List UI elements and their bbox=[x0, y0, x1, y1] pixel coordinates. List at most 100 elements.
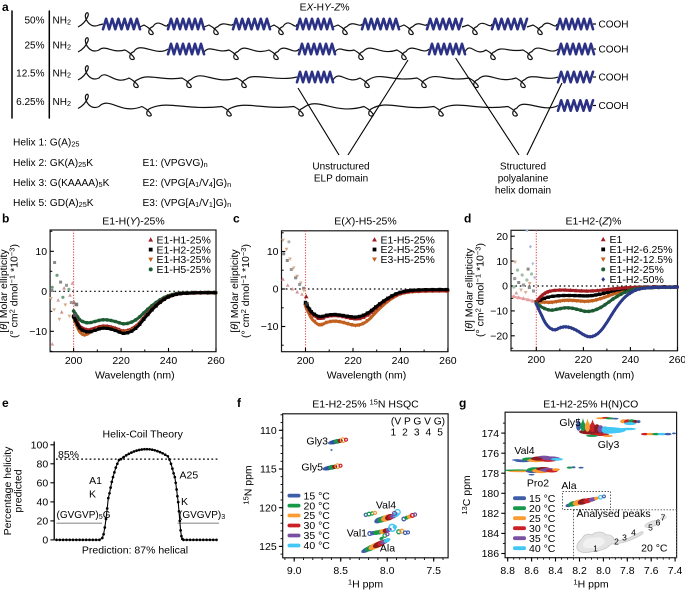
svg-text:25 °C: 25 °C bbox=[529, 513, 556, 525]
svg-text:e: e bbox=[2, 396, 9, 410]
svg-text:2: 2 bbox=[614, 537, 619, 547]
svg-text:260: 260 bbox=[439, 355, 457, 367]
svg-text:COOH: COOH bbox=[599, 101, 629, 112]
svg-text:10: 10 bbox=[35, 246, 47, 258]
svg-text:−10: −10 bbox=[29, 326, 47, 338]
svg-text:E1-H5-25%: E1-H5-25% bbox=[157, 264, 211, 276]
svg-text:E1-H2-6.25%: E1-H2-6.25% bbox=[610, 244, 673, 256]
svg-text:E1-H2-25% 15N HSQC: E1-H2-25% 15N HSQC bbox=[312, 397, 419, 410]
svg-text:b: b bbox=[2, 212, 9, 226]
svg-text:50%: 50% bbox=[24, 16, 44, 27]
svg-text:helix domain: helix domain bbox=[495, 186, 551, 197]
svg-text:E2-H5-25%: E2-H5-25% bbox=[381, 244, 435, 256]
svg-text:8.4: 8.4 bbox=[548, 565, 563, 577]
svg-text:260: 260 bbox=[207, 355, 225, 367]
svg-text:200: 200 bbox=[528, 354, 546, 366]
svg-text:E3: (VPG[A1/V1]G)n: E3: (VPG[A1/V1]G)n bbox=[143, 198, 232, 209]
svg-text:(° cm2 dmol−1 *10−3): (° cm2 dmol−1 *10−3) bbox=[7, 244, 20, 338]
svg-text:Unstructured: Unstructured bbox=[312, 162, 369, 173]
svg-text:182: 182 bbox=[482, 508, 500, 520]
svg-text:8.5: 8.5 bbox=[333, 565, 348, 577]
svg-text:25 °C: 25 °C bbox=[304, 510, 331, 522]
svg-text:g: g bbox=[459, 396, 466, 410]
svg-text:30 °C: 30 °C bbox=[529, 523, 556, 535]
svg-text:20: 20 bbox=[37, 516, 49, 528]
svg-text:7: 7 bbox=[661, 513, 666, 523]
svg-text:200: 200 bbox=[297, 355, 315, 367]
svg-text:Helix 5: GD(A)25K: Helix 5: GD(A)25K bbox=[13, 198, 94, 209]
svg-text:E1-H2-25%: E1-H2-25% bbox=[157, 244, 211, 256]
svg-text:−20: −20 bbox=[490, 331, 508, 343]
svg-text:9.0: 9.0 bbox=[287, 565, 302, 577]
svg-text:1H ppm: 1H ppm bbox=[573, 577, 608, 590]
svg-text:30 °C: 30 °C bbox=[304, 520, 331, 532]
svg-text:E1-H5-25%: E1-H5-25% bbox=[381, 234, 435, 246]
svg-text:8.2: 8.2 bbox=[572, 565, 587, 577]
svg-text:100: 100 bbox=[31, 440, 49, 452]
svg-text:K: K bbox=[181, 496, 188, 508]
svg-text:a: a bbox=[2, 0, 9, 14]
svg-text:Wavelength (nm): Wavelength (nm) bbox=[327, 370, 407, 382]
svg-text:Gly5: Gly5 bbox=[301, 462, 323, 474]
svg-text:184: 184 bbox=[482, 528, 500, 540]
svg-text:3: 3 bbox=[622, 533, 627, 543]
svg-text:40: 40 bbox=[37, 497, 49, 509]
svg-text:220: 220 bbox=[112, 355, 130, 367]
svg-text:Analysed peaks: Analysed peaks bbox=[577, 508, 651, 520]
svg-text:(GVGVP)5G: (GVGVP)5G bbox=[57, 510, 111, 521]
svg-text:1H ppm: 1H ppm bbox=[348, 577, 383, 590]
svg-text:1: 1 bbox=[593, 544, 598, 554]
svg-text:Structured: Structured bbox=[500, 162, 546, 173]
svg-text:E1-H2-12.5%: E1-H2-12.5% bbox=[610, 254, 673, 266]
svg-text:220: 220 bbox=[575, 354, 593, 366]
svg-text:7.4: 7.4 bbox=[668, 565, 683, 577]
svg-text:−10: −10 bbox=[490, 306, 508, 318]
svg-text:E1-H2-25%: E1-H2-25% bbox=[610, 264, 664, 276]
svg-text:15 °C: 15 °C bbox=[529, 493, 556, 505]
svg-text:NH2: NH2 bbox=[53, 97, 71, 108]
svg-text:E1: (VPGVG)n: E1: (VPGVG)n bbox=[143, 158, 208, 169]
svg-text:8.0: 8.0 bbox=[380, 565, 395, 577]
svg-text:A25: A25 bbox=[180, 470, 199, 482]
svg-text:d: d bbox=[464, 212, 471, 226]
svg-text:85%: 85% bbox=[58, 449, 79, 461]
svg-text:110: 110 bbox=[260, 425, 277, 437]
svg-text:40 °C: 40 °C bbox=[529, 543, 556, 555]
svg-text:A1: A1 bbox=[89, 475, 102, 487]
svg-text:Wavelength (nm): Wavelength (nm) bbox=[555, 370, 635, 382]
svg-text:E1-H3-25%: E1-H3-25% bbox=[157, 254, 211, 266]
svg-text:200: 200 bbox=[65, 355, 83, 367]
svg-text:13C ppm: 13C ppm bbox=[460, 475, 473, 515]
svg-text:7.5: 7.5 bbox=[426, 565, 441, 577]
svg-text:1 2 3 4 5: 1 2 3 4 5 bbox=[390, 427, 444, 438]
svg-text:ELP domain: ELP domain bbox=[314, 174, 368, 185]
svg-text:(V P G V G): (V P G V G) bbox=[391, 416, 445, 427]
svg-text:[θ] Molar ellipticity: [θ] Molar ellipticity bbox=[464, 248, 476, 332]
svg-text:EX-HY-Z%: EX-HY-Z% bbox=[300, 3, 350, 14]
svg-text:186: 186 bbox=[482, 548, 500, 560]
svg-text:8.8: 8.8 bbox=[500, 565, 515, 577]
svg-text:K: K bbox=[89, 489, 96, 501]
svg-text:8.0: 8.0 bbox=[596, 565, 611, 577]
svg-text:Val4: Val4 bbox=[514, 445, 534, 457]
svg-text:Helix-Coil Theory: Helix-Coil Theory bbox=[103, 429, 184, 441]
svg-text:0: 0 bbox=[273, 284, 279, 296]
svg-text:40 °C: 40 °C bbox=[304, 540, 331, 552]
svg-text:Wavelength (nm): Wavelength (nm) bbox=[95, 370, 175, 382]
svg-text:125: 125 bbox=[259, 541, 277, 553]
svg-text:6.25%: 6.25% bbox=[16, 97, 44, 108]
svg-text:15 °C: 15 °C bbox=[304, 490, 331, 502]
svg-text:E1-H2-50%: E1-H2-50% bbox=[610, 274, 664, 286]
svg-text:10: 10 bbox=[267, 246, 279, 258]
svg-text:0: 0 bbox=[42, 535, 48, 547]
svg-text:20 °C: 20 °C bbox=[304, 500, 331, 512]
svg-text:[θ] Molar ellipticity: [θ] Molar ellipticity bbox=[229, 249, 241, 333]
svg-text:240: 240 bbox=[160, 355, 178, 367]
svg-text:25%: 25% bbox=[24, 41, 44, 52]
svg-text:polyalanine: polyalanine bbox=[498, 174, 549, 185]
svg-text:12.5%: 12.5% bbox=[16, 69, 44, 80]
svg-text:E1: E1 bbox=[610, 234, 623, 246]
svg-text:NH2: NH2 bbox=[53, 69, 71, 80]
svg-text:15N ppm: 15N ppm bbox=[241, 465, 254, 505]
svg-text:8.6: 8.6 bbox=[524, 565, 539, 577]
